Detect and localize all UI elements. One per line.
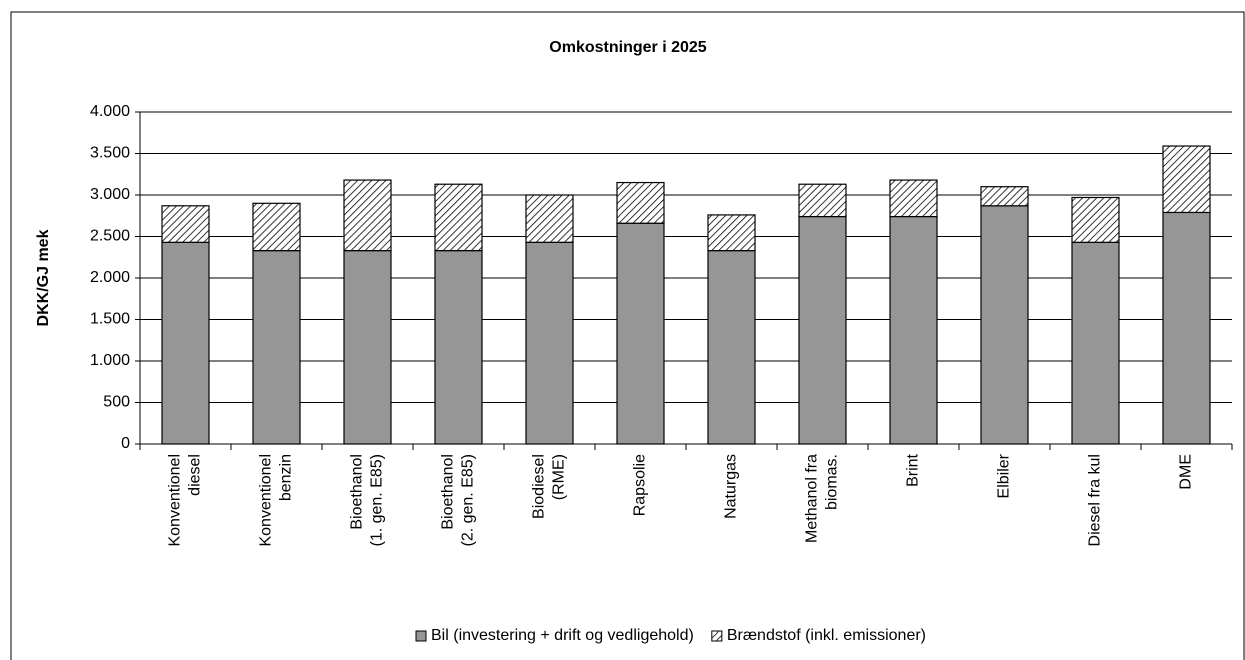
x-tick-label: Elbiler — [996, 453, 1013, 498]
x-tick-label: Bioethanol — [440, 454, 457, 530]
bar-segment — [1162, 145, 1211, 214]
bar-segment — [707, 214, 756, 252]
x-tick-label: Naturgas — [723, 454, 740, 519]
bar-segment — [252, 202, 301, 252]
legend-label: Brændstof (inkl. emissioner) — [727, 627, 926, 644]
bar-segment — [1071, 241, 1120, 445]
bar-segment — [798, 183, 847, 218]
x-tick-label: diesel — [187, 454, 204, 496]
bar-segment — [707, 250, 756, 445]
y-tick-label: 4.000 — [90, 103, 130, 120]
bar-segment — [525, 241, 574, 445]
legend-swatch — [415, 630, 427, 642]
bar-segment — [889, 179, 938, 218]
y-axis-label: DKK/GJ mek — [35, 229, 52, 326]
bar-segment — [525, 194, 574, 243]
x-tick-label: Methanol fra — [804, 454, 821, 543]
x-tick-label: Diesel fra kul — [1087, 454, 1104, 546]
bar-segment — [343, 250, 392, 445]
bar-segment — [343, 179, 392, 252]
bar-segment — [434, 250, 483, 445]
y-tick-label: 500 — [103, 394, 130, 411]
chart-title: Omkostninger i 2025 — [549, 39, 706, 56]
y-tick-label: 1.500 — [90, 311, 130, 328]
y-tick-label: 2.500 — [90, 228, 130, 245]
y-tick-label: 3.500 — [90, 145, 130, 162]
x-tick-label: biomas. — [824, 454, 841, 510]
legend-label: Bil (investering + drift og vedligehold) — [431, 627, 694, 644]
x-tick-label: (2. gen. E85) — [460, 454, 477, 547]
bar-segment — [980, 205, 1029, 445]
x-tick-label: benzin — [278, 454, 295, 501]
bar-segment — [1162, 211, 1211, 445]
x-tick-label: (RME) — [551, 454, 568, 500]
x-tick-label: Biodiesel — [531, 454, 548, 519]
x-tick-label: Rapsolie — [632, 454, 649, 516]
bar-segment — [161, 241, 210, 445]
bar-segment — [616, 181, 665, 224]
bar-segment — [161, 205, 210, 243]
legend-swatch — [711, 630, 723, 642]
bar-segment — [616, 222, 665, 445]
x-tick-label: (1. gen. E85) — [369, 454, 386, 547]
x-tick-label: Brint — [905, 453, 922, 486]
bar-segment — [1071, 196, 1120, 243]
x-tick-label: Konventionel — [258, 454, 275, 547]
bar-segment — [434, 183, 483, 252]
x-tick-label: DME — [1178, 454, 1195, 490]
bar-segment — [889, 215, 938, 445]
x-tick-label: Konventionel — [167, 454, 184, 547]
y-tick-label: 3.000 — [90, 186, 130, 203]
y-tick-label: 2.000 — [90, 269, 130, 286]
y-tick-label: 0 — [121, 435, 130, 452]
bar-segment — [980, 186, 1029, 207]
bar-segment — [252, 250, 301, 445]
legend: Bil (investering + drift og vedligehold)… — [415, 627, 926, 644]
bar-segment — [798, 215, 847, 445]
x-tick-label: Bioethanol — [349, 454, 366, 530]
y-tick-label: 1.000 — [90, 352, 130, 369]
